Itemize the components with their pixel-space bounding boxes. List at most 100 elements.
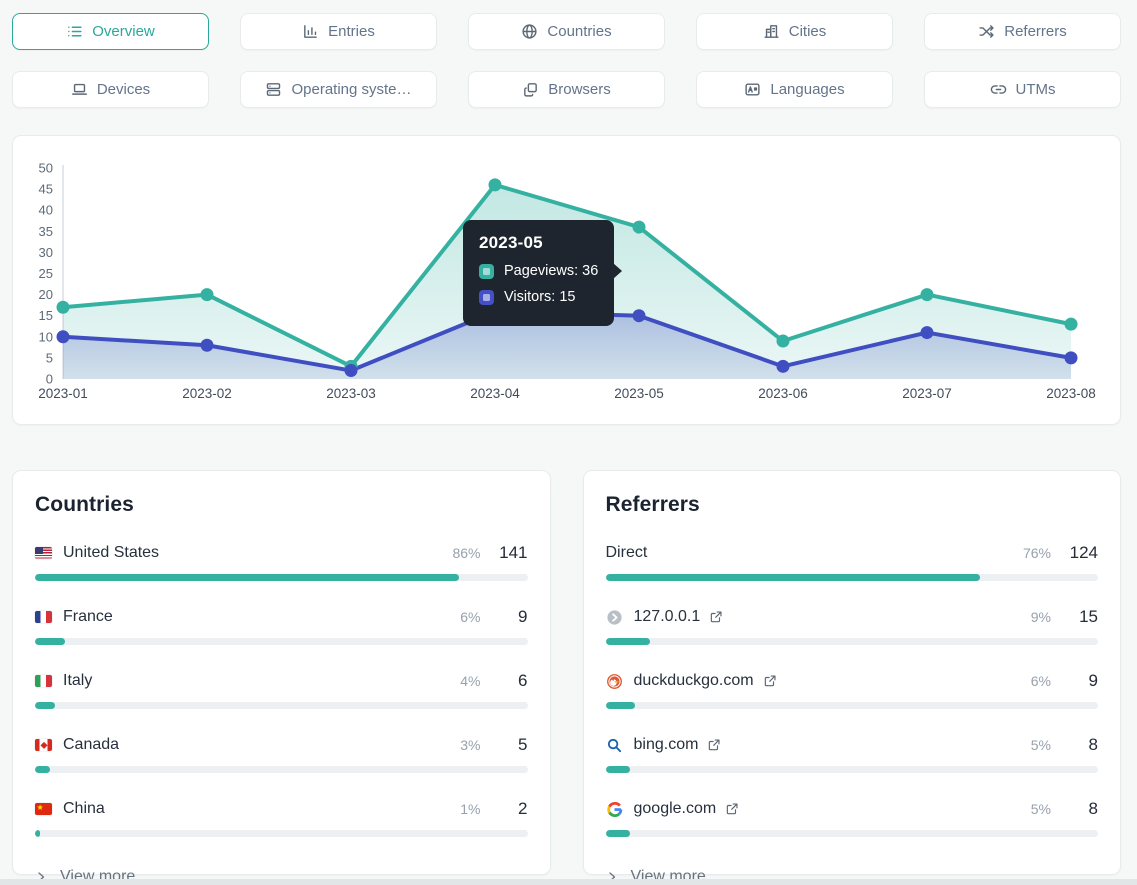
stat-percent: 6%	[1030, 673, 1051, 689]
stat-bar-track	[605, 702, 1098, 709]
tooltip-title: 2023-05	[479, 233, 543, 252]
tabs-row-2: Devices Operating syste… Browsers Languages…	[12, 71, 1121, 108]
tab-utms[interactable]: UTMs	[924, 71, 1121, 108]
laptop-icon	[71, 81, 88, 98]
svg-text:50: 50	[39, 161, 53, 176]
stat-percent: 76%	[1022, 545, 1051, 561]
tab-label: Countries	[547, 23, 612, 40]
stat-count: 15	[1079, 607, 1098, 626]
stat-count: 8	[1088, 799, 1098, 818]
svg-text:2023-01: 2023-01	[38, 386, 88, 401]
stat-count: 2	[518, 799, 528, 818]
stat-row: google.com 5% 8	[605, 798, 1098, 837]
tab-os[interactable]: Operating syste…	[240, 71, 437, 108]
stat-count: 124	[1069, 543, 1098, 562]
tab-label: Devices	[96, 81, 151, 98]
stat-bar-fill	[35, 702, 55, 709]
series-marker-icon	[479, 289, 494, 305]
stat-bar-track	[605, 830, 1098, 837]
tab-label: Languages	[770, 81, 845, 98]
flag-it-icon	[35, 673, 52, 690]
stat-row: duckduckgo.com 6% 9	[605, 670, 1098, 709]
series-marker-icon	[479, 263, 494, 279]
external-link-icon[interactable]	[707, 738, 721, 752]
stat-row: Direct 76% 124	[605, 542, 1098, 581]
stat-label: France	[63, 608, 113, 625]
server-icon	[265, 81, 282, 98]
stat-bar-fill	[35, 638, 65, 645]
stat-label: bing.com	[633, 736, 699, 753]
tab-browsers[interactable]: Browsers	[468, 71, 665, 108]
svg-text:25: 25	[39, 266, 53, 281]
stat-percent: 1%	[460, 801, 481, 817]
stat-row: 127.0.0.1 9% 15	[605, 606, 1098, 645]
tooltip-series-row: Pageviews: 36	[479, 263, 600, 279]
stat-bar-fill	[605, 638, 650, 645]
stat-row: United States 86% 141	[35, 542, 528, 581]
stat-bar-track	[605, 638, 1098, 645]
stat-label: google.com	[633, 800, 717, 817]
stat-label: Direct	[605, 544, 648, 561]
tabs-row-1: Overview Entries Countries Cities Referrers	[12, 13, 1121, 50]
flag-fr-icon	[35, 609, 52, 626]
bing-icon	[606, 737, 623, 754]
stat-percent: 3%	[460, 737, 481, 753]
stat-bar-track	[35, 638, 528, 645]
google-icon	[606, 801, 623, 818]
stat-bar-track	[35, 574, 528, 581]
stat-count: 5	[518, 735, 528, 754]
stat-row: France 6% 9	[35, 606, 528, 645]
external-link-icon[interactable]	[763, 674, 777, 688]
stat-count: 9	[518, 607, 528, 626]
svg-text:45: 45	[39, 182, 53, 197]
tooltip-series-row: Visitors: 15	[479, 289, 600, 305]
tab-countries[interactable]: Countries	[468, 13, 665, 50]
svg-text:5: 5	[46, 350, 53, 365]
stat-row: Italy 4% 6	[35, 670, 528, 709]
svg-text:20: 20	[39, 287, 53, 302]
svg-text:40: 40	[39, 203, 53, 218]
tab-entries[interactable]: Entries	[240, 13, 437, 50]
stat-bar-fill	[605, 766, 631, 773]
svg-text:2023-05: 2023-05	[614, 386, 664, 401]
stat-bar-fill	[35, 574, 459, 581]
stat-bar-fill	[605, 574, 980, 581]
buildings-icon	[763, 23, 780, 40]
bottom-divider	[0, 879, 1137, 885]
duckduckgo-icon	[606, 673, 623, 690]
stat-label: Canada	[63, 736, 120, 753]
stat-percent: 86%	[452, 545, 481, 561]
tab-languages[interactable]: Languages	[696, 71, 893, 108]
svg-text:2023-08: 2023-08	[1046, 386, 1096, 401]
translate-icon	[744, 81, 761, 98]
tab-label: Entries	[328, 23, 375, 40]
external-link-icon[interactable]	[709, 610, 723, 624]
chart-tooltip: 2023-05 Pageviews: 36 Visitors: 15	[463, 220, 622, 326]
stat-row: Canada 3% 5	[35, 734, 528, 773]
list-icon	[66, 23, 83, 40]
referrers-card: Referrers Direct 76% 124 127.0.0.1 9% 15 duckd…	[582, 470, 1121, 885]
svg-text:2023-07: 2023-07	[902, 386, 952, 401]
tab-referrers[interactable]: Referrers	[924, 13, 1121, 50]
tab-cities[interactable]: Cities	[696, 13, 893, 50]
external-link-icon[interactable]	[725, 802, 739, 816]
svg-text:0: 0	[46, 372, 53, 387]
stat-bar-track	[35, 702, 528, 709]
svg-text:30: 30	[39, 245, 53, 260]
stat-bar-track	[605, 766, 1098, 773]
svg-text:10: 10	[39, 329, 53, 344]
default-favicon-icon	[606, 609, 623, 626]
flag-cn-icon	[35, 801, 52, 818]
bar-chart-icon	[302, 23, 319, 40]
svg-text:2023-03: 2023-03	[326, 386, 376, 401]
svg-text:2023-06: 2023-06	[758, 386, 808, 401]
stat-count: 141	[499, 543, 528, 562]
tab-overview[interactable]: Overview	[12, 13, 209, 50]
stat-label: China	[63, 800, 105, 817]
stat-label: duckduckgo.com	[633, 672, 754, 689]
tab-devices[interactable]: Devices	[12, 71, 209, 108]
stat-percent: 9%	[1030, 609, 1051, 625]
stat-percent: 5%	[1030, 737, 1051, 753]
svg-text:35: 35	[39, 224, 53, 239]
globe-icon	[521, 23, 538, 40]
